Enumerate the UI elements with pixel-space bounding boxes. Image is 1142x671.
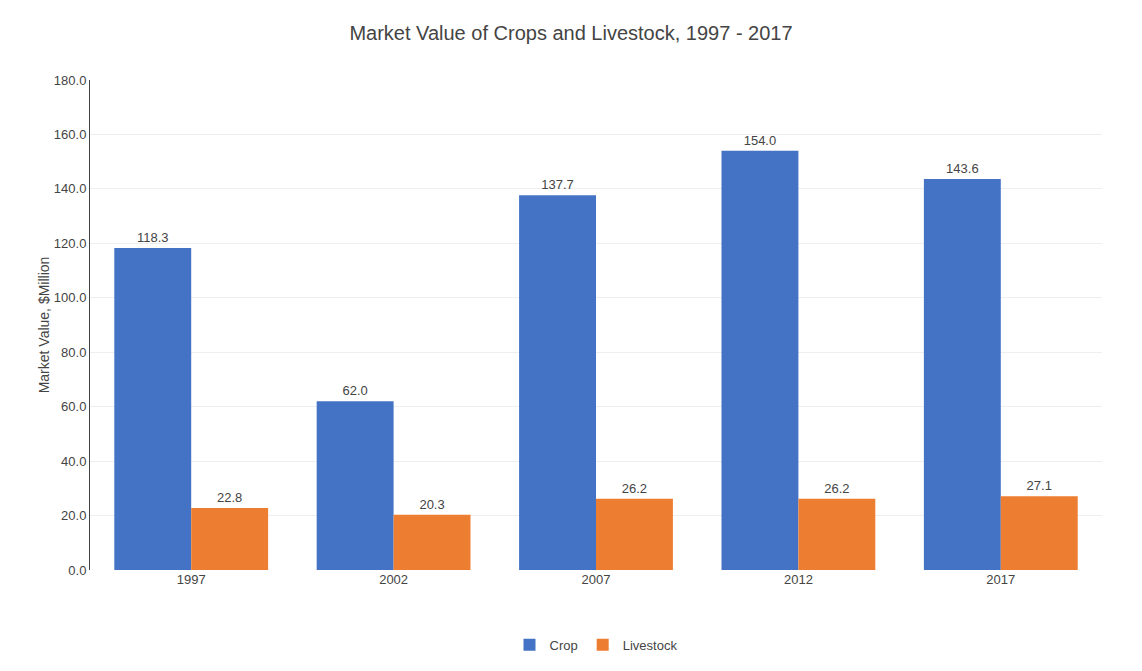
svg-text:20.3: 20.3 xyxy=(419,497,444,512)
svg-text:Market Value, $Million: Market Value, $Million xyxy=(36,257,52,394)
svg-text:1997: 1997 xyxy=(177,572,206,587)
svg-text:120.0: 120.0 xyxy=(54,236,87,251)
svg-text:2002: 2002 xyxy=(379,572,408,587)
svg-text:2012: 2012 xyxy=(784,572,813,587)
svg-text:Market Value of Crops and Live: Market Value of Crops and Livestock, 199… xyxy=(349,22,792,44)
svg-text:2007: 2007 xyxy=(582,572,611,587)
svg-text:140.0: 140.0 xyxy=(54,181,87,196)
svg-text:62.0: 62.0 xyxy=(342,383,367,398)
svg-text:100.0: 100.0 xyxy=(54,290,87,305)
svg-text:0.0: 0.0 xyxy=(68,563,86,578)
svg-text:20.0: 20.0 xyxy=(61,508,86,523)
svg-text:2017: 2017 xyxy=(986,572,1015,587)
svg-text:22.8: 22.8 xyxy=(217,490,242,505)
svg-text:Crop: Crop xyxy=(550,638,578,653)
svg-text:27.1: 27.1 xyxy=(1027,478,1052,493)
svg-text:60.0: 60.0 xyxy=(61,399,86,414)
svg-text:180.0: 180.0 xyxy=(54,73,87,88)
svg-text:26.2: 26.2 xyxy=(622,481,647,496)
svg-text:160.0: 160.0 xyxy=(54,127,87,142)
svg-text:40.0: 40.0 xyxy=(61,454,86,469)
svg-text:143.6: 143.6 xyxy=(946,161,979,176)
svg-text:Livestock: Livestock xyxy=(623,638,678,653)
svg-text:137.7: 137.7 xyxy=(541,177,574,192)
svg-text:118.3: 118.3 xyxy=(137,230,169,245)
svg-text:154.0: 154.0 xyxy=(744,133,777,148)
svg-text:80.0: 80.0 xyxy=(61,345,86,360)
svg-text:26.2: 26.2 xyxy=(824,481,849,496)
